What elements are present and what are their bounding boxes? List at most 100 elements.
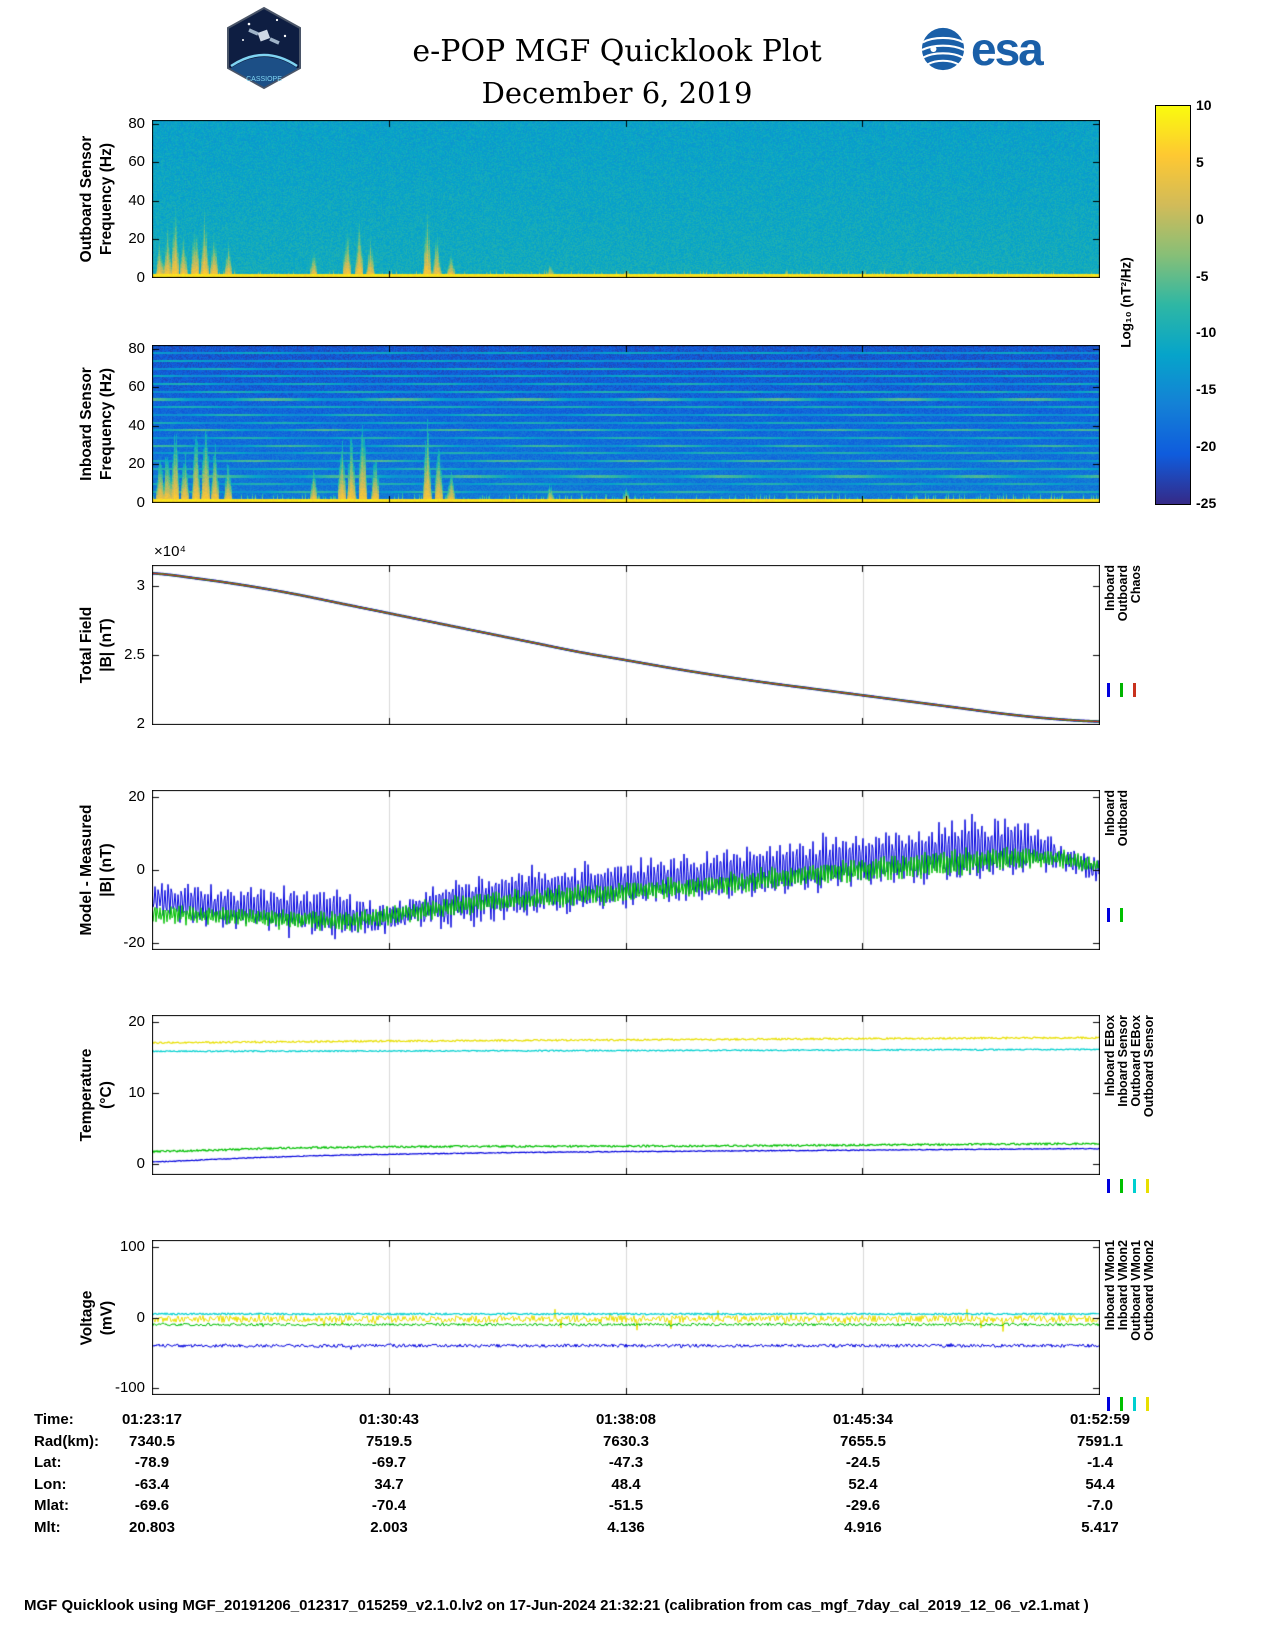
y-tick-label: 40: [128, 416, 145, 434]
legend-mark: [1120, 682, 1123, 697]
y-tick-label: 20: [128, 788, 145, 806]
table-cell: -69.7: [371, 1454, 407, 1471]
table-row-label: Lon:: [34, 1475, 67, 1493]
table-cell: 7591.1: [1077, 1432, 1123, 1450]
axis-exponent-label: ×10⁴: [154, 543, 186, 560]
legend-mark: [1146, 1179, 1149, 1193]
legend-mark: [1107, 682, 1110, 697]
footer-caption: MGF Quicklook using MGF_20191206_012317_…: [24, 1597, 1089, 1614]
legend-mark: [1146, 1397, 1149, 1412]
y-tick-label: 20: [128, 1013, 145, 1031]
table-cell: -29.6: [845, 1497, 881, 1514]
plot-title: e-POP MGF Quicklook Plot: [412, 34, 822, 69]
table-cell: 4.136: [607, 1518, 645, 1536]
colorbar-tick-label: 10: [1196, 97, 1212, 113]
table-cell: 7630.3: [603, 1432, 649, 1450]
esa-wordmark: esa: [971, 23, 1044, 75]
colorbar-tick-label: -10: [1196, 324, 1217, 341]
y-tick-label: 0: [136, 861, 145, 878]
table-cell: 01:52:59: [1069, 1411, 1131, 1428]
outboard_spectrogram-canvas: [152, 120, 1100, 278]
table-cell: 4.916: [844, 1518, 882, 1536]
table-cell: -69.6: [134, 1497, 170, 1514]
table-row-label: Mlt:: [34, 1518, 61, 1536]
table-cell: -63.4: [134, 1475, 170, 1493]
table-cell: 2.003: [370, 1518, 408, 1536]
table-cell: 01:30:43: [358, 1411, 420, 1428]
y-tick-label: 0: [136, 494, 145, 511]
y-tick-label: 0: [136, 269, 145, 286]
cassiope-mission-patch: CASSIOPE: [227, 6, 301, 90]
y-tick-label: 3: [136, 576, 145, 594]
table-cell: -70.4: [371, 1497, 407, 1514]
y-tick-label: 20: [128, 230, 145, 248]
colorbar-tick-label: -5: [1196, 267, 1209, 284]
y-tick-label: 2.5: [124, 645, 145, 663]
colorbar-tick-label: 0: [1196, 210, 1204, 227]
table-row-label: Lat:: [34, 1454, 62, 1471]
y-tick-label: 60: [128, 153, 145, 171]
table-cell: 01:23:17: [121, 1411, 183, 1428]
patch-text: CASSIOPE: [246, 76, 282, 83]
table-row-label: Mlat:: [34, 1497, 69, 1514]
table-cell: -1.4: [1087, 1454, 1113, 1471]
table-cell: -7.0: [1087, 1497, 1113, 1514]
table-cell: -24.5: [845, 1454, 881, 1471]
table-cell: 48.4: [611, 1475, 641, 1493]
colorbar-tick-label: -15: [1196, 381, 1217, 398]
table-cell: 54.4: [1085, 1475, 1115, 1493]
total_field-canvas: [152, 565, 1100, 725]
table-cell: 01:38:08: [595, 1411, 657, 1428]
y-tick-label: 60: [128, 378, 145, 396]
table-row-label: Time:: [34, 1411, 74, 1428]
legend-mark: [1107, 907, 1110, 922]
table-cell: 7340.5: [129, 1432, 175, 1450]
y-tick-label: 0: [136, 1308, 145, 1326]
table-cell: 20.803: [129, 1518, 175, 1536]
legend-mark: [1120, 1397, 1123, 1412]
table-row-label: Rad(km):: [34, 1432, 100, 1450]
y-tick-label: -100: [114, 1378, 145, 1396]
legend-mark: [1120, 1179, 1123, 1193]
colorbar-tick-label: 5: [1196, 153, 1204, 170]
model_measured-canvas: [152, 790, 1100, 950]
y-tick-label: -20: [123, 933, 145, 951]
table-cell: 7655.5: [840, 1432, 886, 1450]
y-tick-label: 40: [128, 191, 145, 209]
esa-logo: esa: [920, 23, 1044, 75]
table-cell: -78.9: [134, 1454, 170, 1471]
legend-mark: [1133, 1179, 1136, 1193]
plot-date: December 6, 2019: [481, 76, 753, 110]
colorbar-gradient: [1155, 105, 1191, 505]
legend-mark: [1120, 907, 1123, 922]
table-cell: 7519.5: [366, 1432, 412, 1450]
legend-mark: [1133, 1397, 1136, 1412]
voltage-canvas: [152, 1240, 1100, 1395]
table-cell: 01:45:34: [832, 1411, 894, 1428]
table-cell: 34.7: [374, 1475, 404, 1493]
inboard_spectrogram-canvas: [152, 345, 1100, 503]
table-cell: -51.5: [608, 1497, 644, 1514]
y-tick-label: 2: [136, 714, 145, 732]
table-cell: -47.3: [608, 1454, 644, 1471]
temperature-canvas: [152, 1015, 1100, 1175]
legend-mark: [1133, 682, 1136, 697]
y-tick-label: 100: [119, 1238, 145, 1256]
satellite-icon: [248, 28, 280, 45]
y-tick-label: 80: [128, 114, 145, 132]
y-tick-label: 80: [128, 339, 145, 357]
y-tick-label: 20: [128, 455, 145, 473]
colorbar-tick-label: -20: [1196, 438, 1217, 455]
y-tick-label: 10: [128, 1084, 145, 1102]
colorbar-tick-label: -25: [1196, 495, 1217, 511]
y-tick-label: 0: [136, 1155, 145, 1173]
esa-globe-icon: [921, 27, 965, 71]
legend-mark: [1107, 1397, 1110, 1412]
table-cell: 5.417: [1081, 1518, 1119, 1536]
legend-mark: [1107, 1179, 1110, 1193]
table-cell: 52.4: [848, 1475, 878, 1493]
